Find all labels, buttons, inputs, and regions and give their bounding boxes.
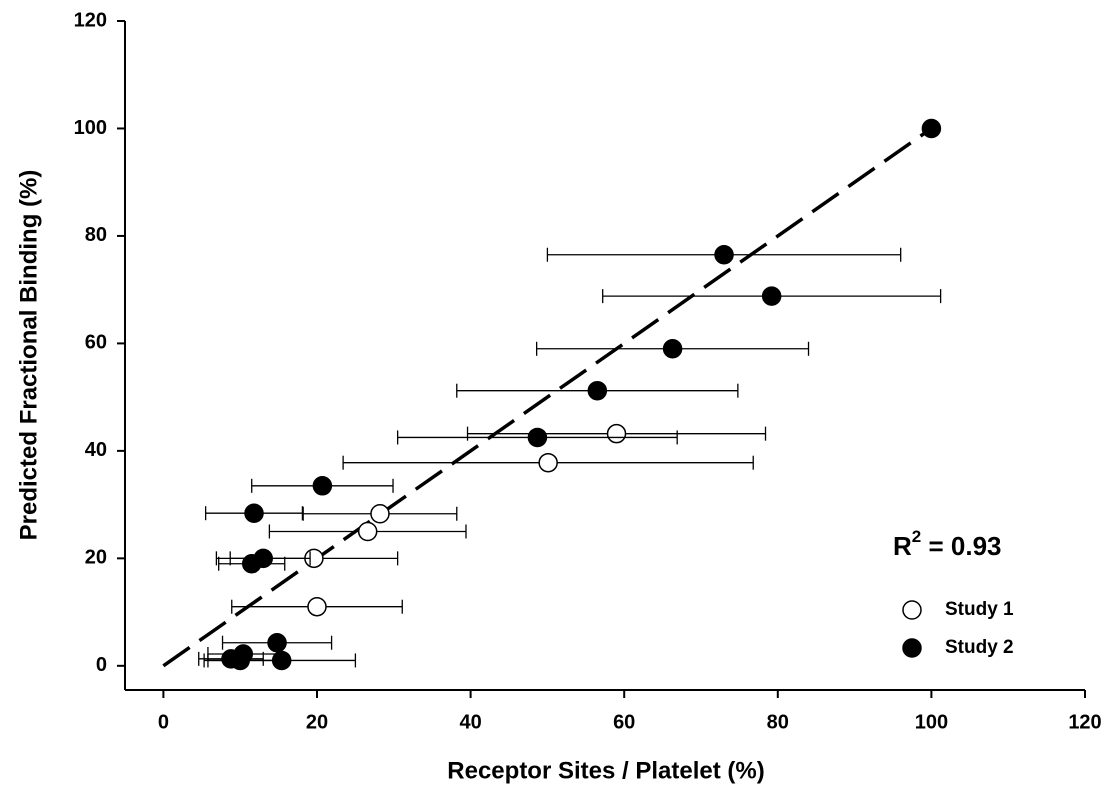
legend-label: Study 1 bbox=[945, 599, 1014, 620]
r-squared: R2 = 0.93 bbox=[893, 527, 1001, 560]
x-tick-label: 60 bbox=[613, 711, 635, 733]
data-point bbox=[307, 596, 327, 617]
x-tick-label: 20 bbox=[306, 711, 328, 733]
legend-marker bbox=[902, 600, 922, 620]
y-tick-label: 40 bbox=[85, 439, 107, 461]
x-axis-label: Receptor Sites / Platelet (%) bbox=[447, 757, 764, 784]
data-point bbox=[370, 503, 390, 524]
x-tick-label: 80 bbox=[767, 711, 789, 733]
legend-marker bbox=[902, 638, 922, 658]
y-tick-label: 100 bbox=[74, 117, 107, 139]
y-tick-label: 80 bbox=[85, 224, 107, 246]
y-tick-label: 0 bbox=[96, 654, 107, 676]
legend-label: Study 2 bbox=[945, 637, 1014, 658]
data-point bbox=[312, 476, 333, 496]
r-squared-sup: 2 bbox=[912, 527, 921, 546]
y-tick-label: 120 bbox=[74, 9, 107, 31]
data-point bbox=[244, 503, 264, 523]
data-point bbox=[587, 380, 608, 401]
x-tick-label: 0 bbox=[158, 711, 169, 733]
data-point bbox=[538, 452, 558, 473]
y-tick-label: 20 bbox=[85, 547, 107, 569]
r-squared-suffix: = 0.93 bbox=[921, 531, 1001, 561]
data-point bbox=[606, 423, 627, 444]
data-point bbox=[527, 427, 548, 448]
y-tick-label: 60 bbox=[85, 332, 107, 354]
fit-line bbox=[162, 127, 933, 668]
data-point bbox=[230, 650, 250, 671]
data-point bbox=[714, 244, 734, 265]
data-point bbox=[921, 118, 942, 139]
y-axis-label: Predicted Fractional Binding (%) bbox=[15, 170, 42, 541]
data-point bbox=[241, 553, 262, 574]
data-point bbox=[271, 650, 292, 671]
data-point bbox=[267, 632, 287, 653]
data-point bbox=[761, 286, 782, 306]
data-point bbox=[662, 339, 683, 359]
r-squared-base: R bbox=[893, 531, 912, 561]
x-tick-label: 100 bbox=[915, 711, 948, 733]
data-point bbox=[357, 521, 378, 542]
x-tick-label: 40 bbox=[459, 711, 481, 733]
x-tick-label: 120 bbox=[1068, 711, 1101, 733]
